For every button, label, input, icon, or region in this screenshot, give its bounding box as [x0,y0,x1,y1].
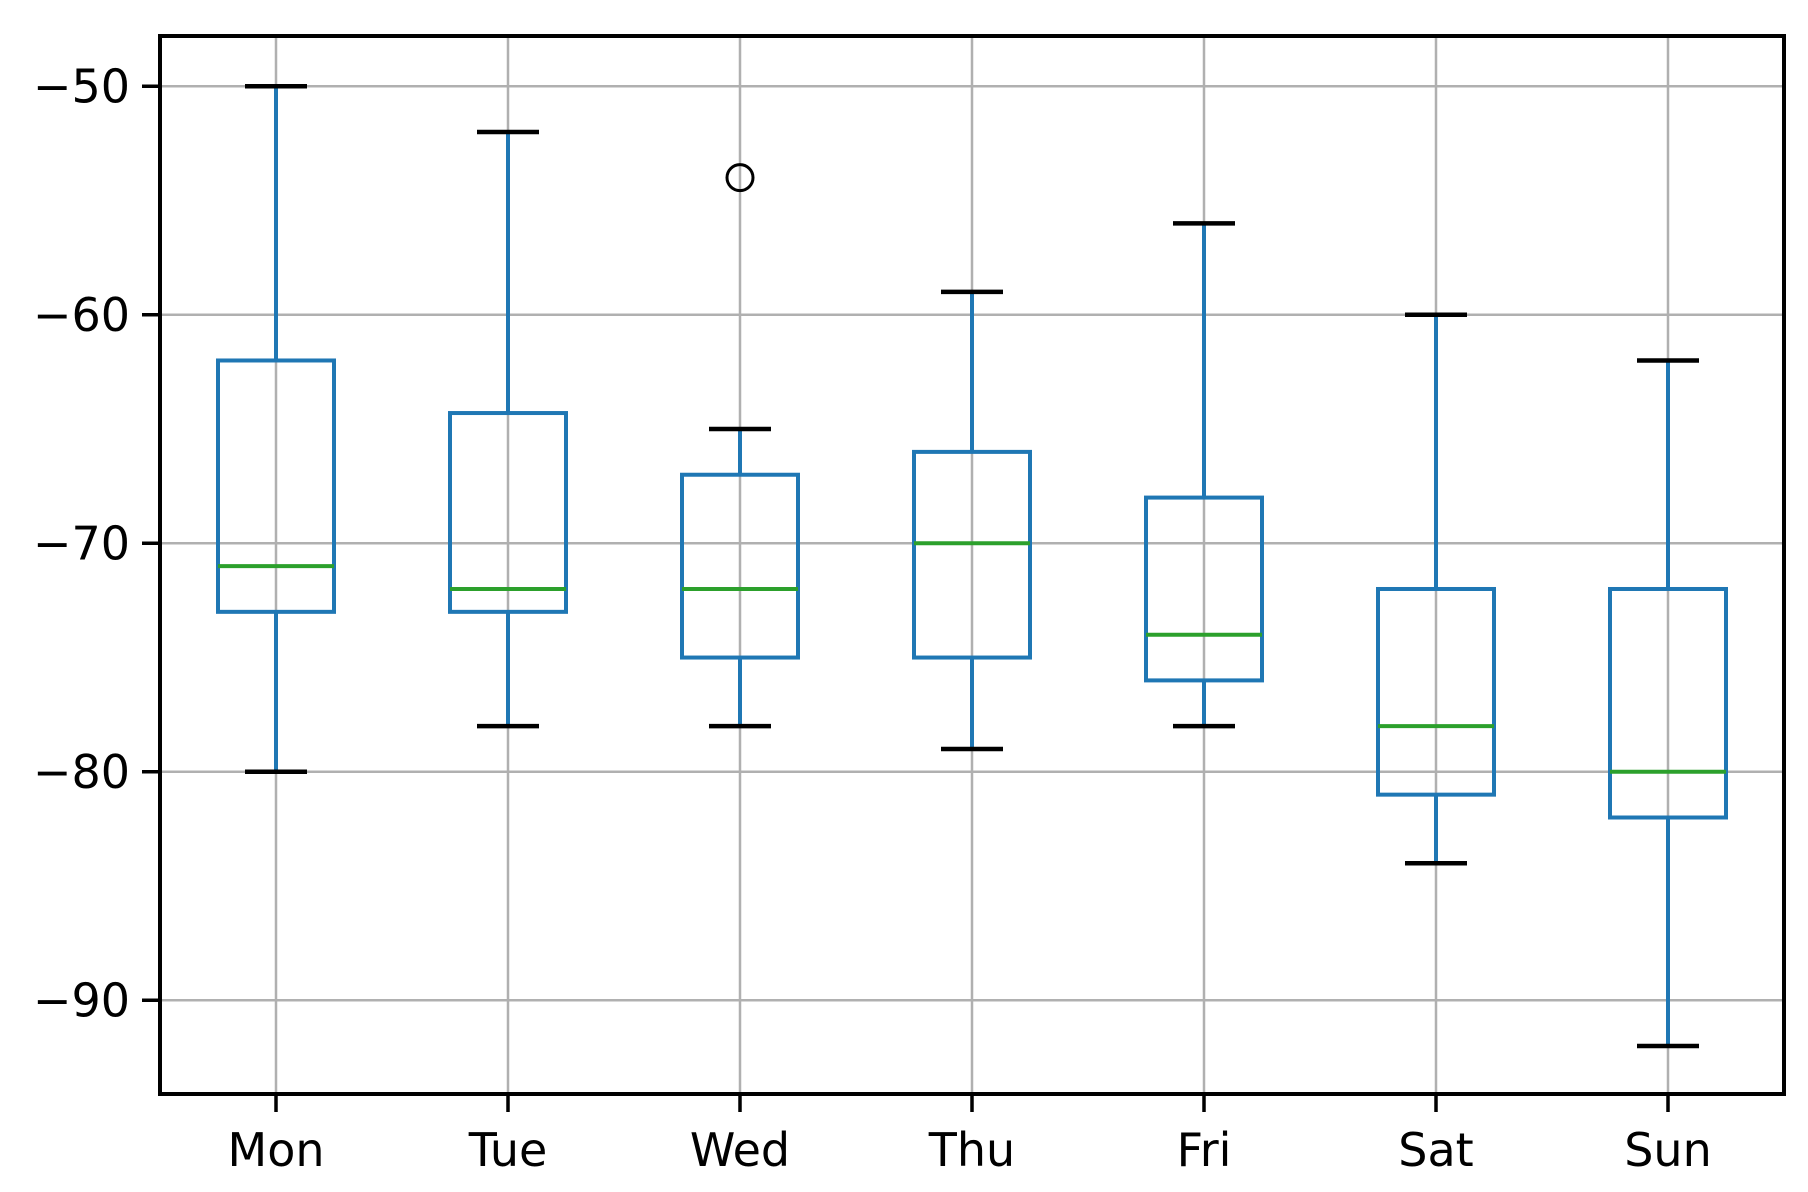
box-mon [216,358,336,614]
y-tick-label-60: −60 [33,288,130,342]
x-tick-label-sun: Sun [1624,1123,1712,1177]
x-tick-label-mon: Mon [228,1123,325,1177]
box-sat [1376,586,1496,797]
box-thu [912,449,1032,660]
x-tick-label-sat: Sat [1398,1123,1473,1177]
x-tick-label-fri: Fri [1177,1123,1232,1177]
outlier-marker-wed [725,163,755,193]
x-tick-label-tue: Tue [468,1123,548,1177]
y-tick-label-80: −80 [33,745,130,799]
y-tick-label-90: −90 [33,973,130,1027]
box-sun [1608,586,1728,820]
x-tick-label-wed: Wed [690,1123,790,1177]
box-wed [680,472,800,660]
box-tue [448,411,568,614]
y-tick-label-50: −50 [33,59,130,113]
y-tick-label-70: −70 [33,516,130,570]
x-tick-label-thu: Thu [928,1123,1015,1177]
box-fri [1144,495,1264,683]
